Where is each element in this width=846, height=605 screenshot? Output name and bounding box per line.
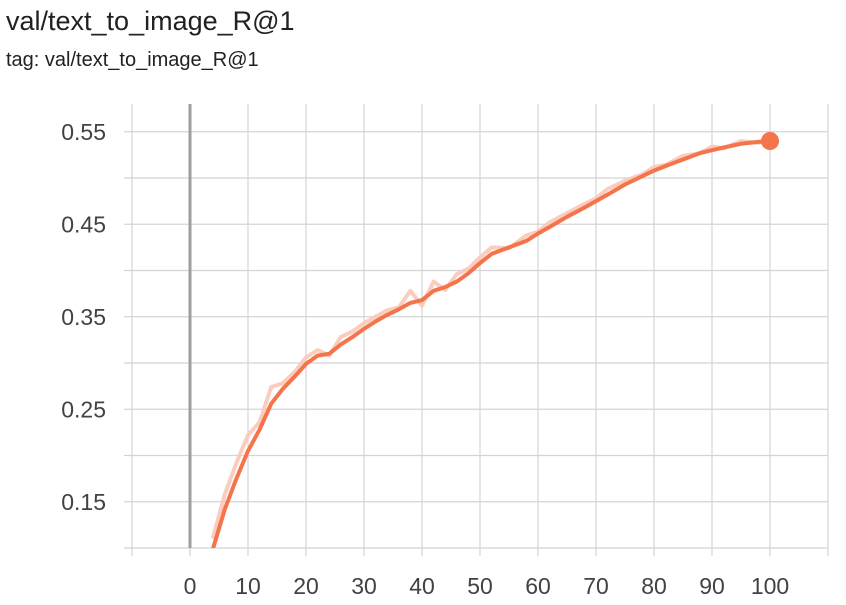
x-tick-label: 100 <box>751 573 789 599</box>
tick-labels: 0 10 20 30 40 50 60 70 80 90 100 0.15 0.25 0.35 0.45 0.… <box>61 119 789 599</box>
series-line-raw <box>211 138 772 539</box>
series-line-smoothed <box>211 139 772 548</box>
series-layer <box>211 132 779 548</box>
grid <box>124 104 829 556</box>
y-tick-label: 0.35 <box>61 304 106 330</box>
x-tick-label: 90 <box>699 573 725 599</box>
x-tick-label: 10 <box>235 573 261 599</box>
chart-title: val/text_to_image_R@1 <box>6 6 295 36</box>
y-tick-label: 0.25 <box>61 396 106 422</box>
x-tick-label: 20 <box>293 573 319 599</box>
chart-subtitle: tag: val/text_to_image_R@1 <box>6 49 259 71</box>
y-tick-label: 0.55 <box>61 119 106 145</box>
x-tick-label: 60 <box>525 573 551 599</box>
y-tick-label: 0.45 <box>61 211 106 237</box>
x-tick-label: 80 <box>641 573 667 599</box>
x-tick-label: 70 <box>583 573 609 599</box>
series-endpoint-marker <box>761 132 779 150</box>
x-tick-label: 30 <box>351 573 377 599</box>
x-tick-label: 50 <box>467 573 493 599</box>
x-tick-label: 40 <box>409 573 435 599</box>
x-tick-label: 0 <box>184 573 197 599</box>
y-tick-label: 0.15 <box>61 489 106 515</box>
